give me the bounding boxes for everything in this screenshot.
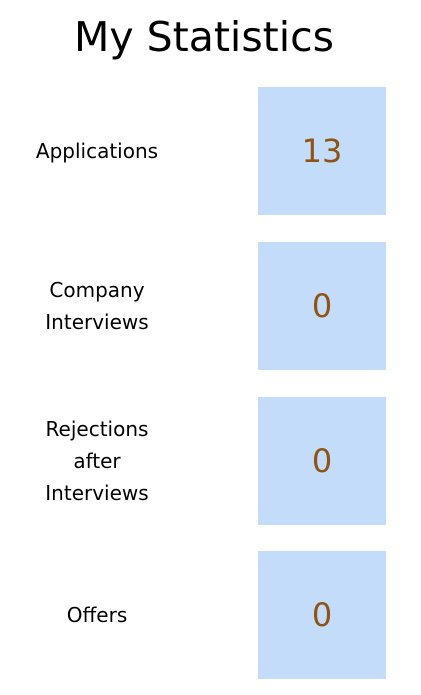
stat-row-company-interviews: Company Interviews 0 (0, 242, 421, 370)
stat-row-applications: Applications 13 (0, 87, 421, 215)
stat-value-rejections-after-interviews: 0 (311, 442, 333, 480)
page-title: My Statistics (73, 13, 335, 61)
stat-box-company-interviews: 0 (258, 242, 386, 370)
stat-value-company-interviews: 0 (311, 287, 333, 325)
stat-value-applications: 13 (301, 132, 343, 170)
stat-row-offers: Offers 0 (0, 551, 421, 679)
stat-label-offers: Offers (66, 603, 128, 627)
stat-label-company-interviews: Company Interviews (45, 278, 149, 334)
stat-box-rejections-after-interviews: 0 (258, 397, 386, 525)
stat-label-applications: Applications (35, 139, 159, 163)
stat-box-offers: 0 (258, 551, 386, 679)
stat-row-rejections-after-interviews: Rejections after Interviews 0 (0, 397, 421, 525)
stat-value-offers: 0 (311, 596, 333, 634)
stat-box-applications: 13 (258, 87, 386, 215)
stat-label-rejections-after-interviews: Rejections after Interviews (45, 417, 149, 505)
